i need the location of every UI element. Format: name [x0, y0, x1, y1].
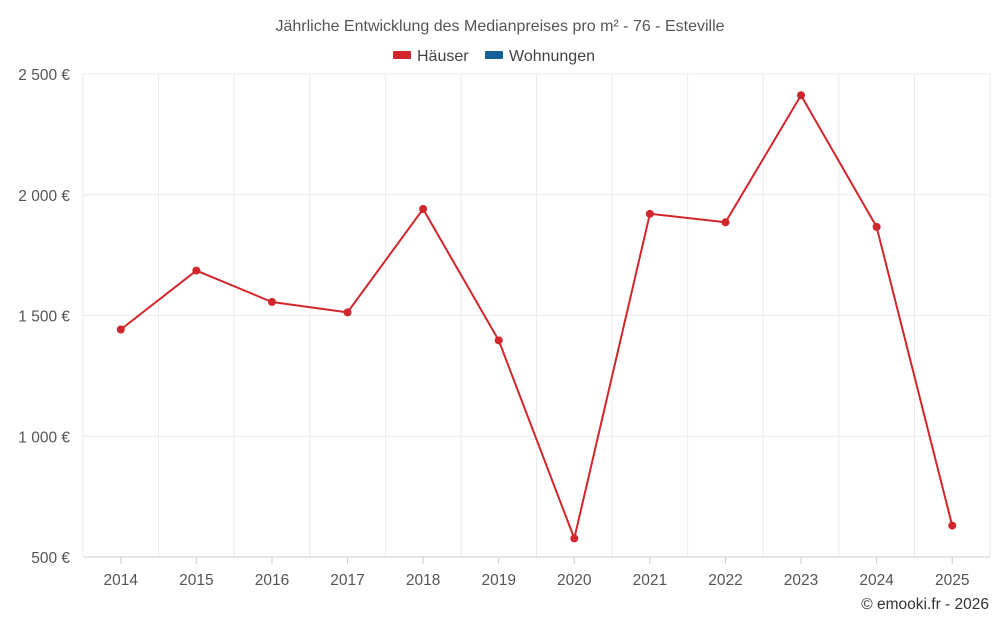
legend-label-wohnungen: Wohnungen	[509, 48, 595, 65]
data-point-h-user[interactable]	[645, 209, 654, 218]
x-tick-label: 2023	[784, 572, 818, 589]
x-tick-label: 2019	[481, 572, 515, 589]
chart-title: Jährliche Entwicklung des Medianpreises …	[275, 18, 724, 35]
y-tick-label: 1 500 €	[18, 309, 70, 326]
x-tick-label: 2015	[179, 572, 213, 589]
y-tick-label: 2 000 €	[18, 188, 70, 205]
series-line-h-user[interactable]	[120, 94, 954, 540]
legend-swatch-haeuser	[393, 51, 411, 59]
x-tick-label: 2025	[935, 572, 969, 589]
x-tick-label: 2018	[406, 572, 440, 589]
series-layer	[116, 91, 957, 543]
legend-item-haeuser[interactable]: Häuser	[393, 48, 469, 65]
x-tick-label: 2021	[633, 572, 667, 589]
legend-item-wohnungen[interactable]: Wohnungen	[485, 48, 595, 65]
y-tick-label: 1 000 €	[18, 429, 70, 446]
legend-label-haeuser: Häuser	[417, 48, 469, 65]
x-tick-label: 2020	[557, 572, 592, 589]
x-tick-label: 2016	[255, 572, 289, 589]
data-point-h-user[interactable]	[494, 336, 503, 345]
data-point-h-user[interactable]	[419, 204, 428, 213]
y-tick-label: 2 500 €	[18, 67, 70, 84]
credit-text: © emooki.fr - 2026	[861, 596, 989, 613]
y-tick-label: 500 €	[31, 550, 70, 567]
axes: 500 € 1 000 € 1 500 € 2 000 € 2 500 € 2014 201…	[18, 67, 990, 589]
x-tick-label: 2014	[104, 572, 139, 589]
data-point-h-user[interactable]	[267, 297, 276, 306]
data-point-h-user[interactable]	[570, 534, 579, 543]
data-point-h-user[interactable]	[343, 308, 352, 317]
data-point-h-user[interactable]	[192, 266, 201, 275]
legend[interactable]: Häuser Wohnungen	[393, 48, 595, 65]
legend-swatch-wohnungen	[485, 51, 503, 59]
data-point-h-user[interactable]	[721, 218, 730, 227]
data-point-h-user[interactable]	[116, 325, 125, 334]
data-point-h-user[interactable]	[948, 521, 957, 530]
gridlines	[82, 73, 991, 557]
data-point-h-user[interactable]	[797, 91, 806, 100]
x-tick-label: 2022	[708, 572, 742, 589]
x-tick-label: 2017	[330, 572, 364, 589]
data-point-h-user[interactable]	[872, 222, 881, 231]
x-tick-label: 2024	[859, 572, 894, 589]
